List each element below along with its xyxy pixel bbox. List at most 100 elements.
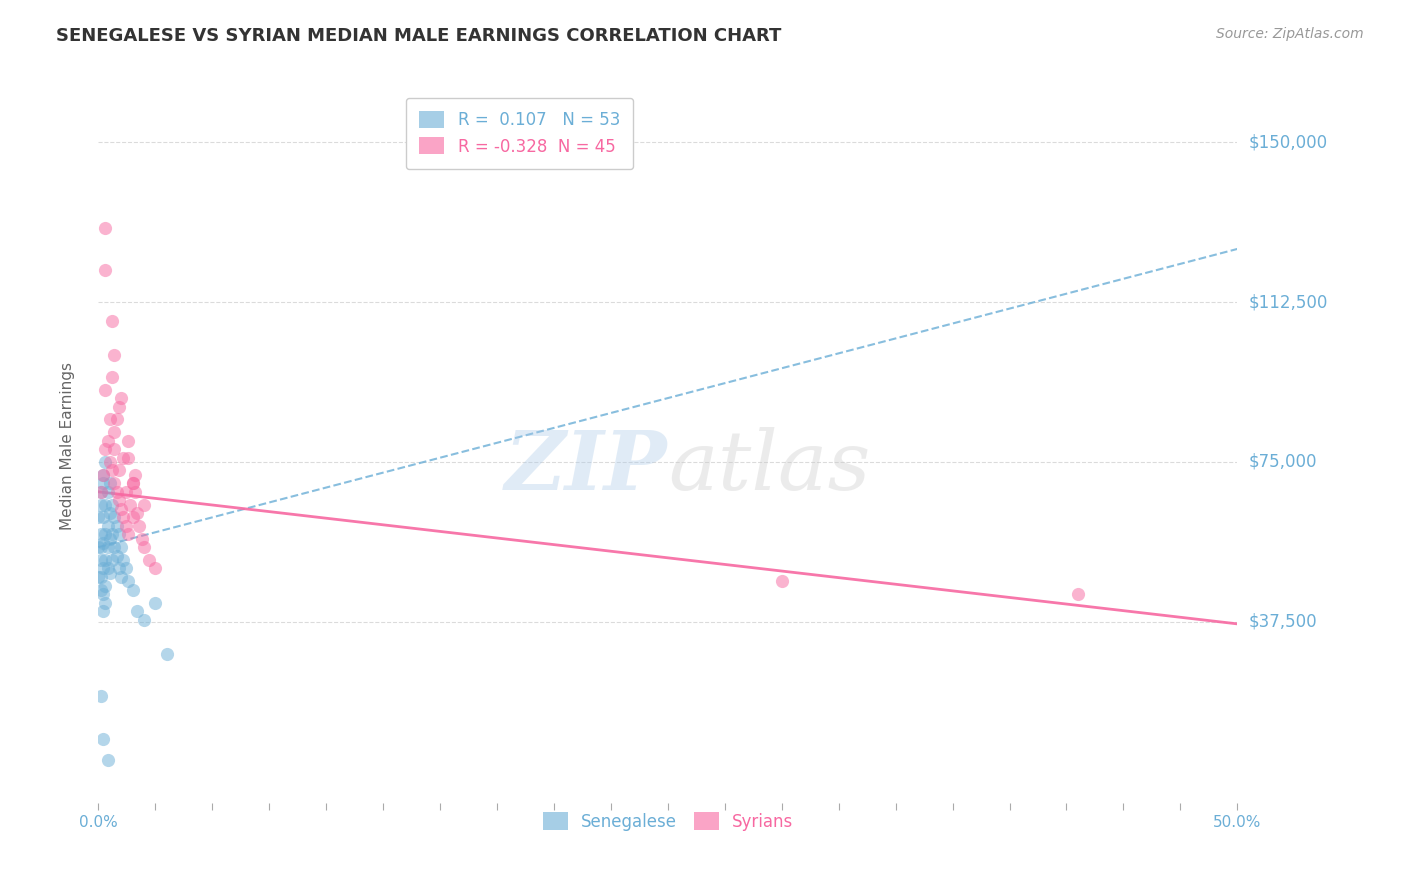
Text: atlas: atlas [668, 427, 870, 508]
Point [112, 450, 135, 465]
Point [98, 412, 121, 426]
Point [127, 506, 149, 520]
Point [145, 561, 167, 575]
Point [156, 647, 179, 661]
Point [110, 391, 132, 405]
Text: $37,500: $37,500 [1249, 613, 1317, 631]
Point [128, 519, 150, 533]
Point [91, 536, 114, 550]
Point [96, 519, 118, 533]
Point [112, 553, 135, 567]
Point [98, 455, 121, 469]
Point [120, 498, 142, 512]
Point [90, 690, 112, 704]
Point [1067, 587, 1090, 601]
Point [90, 484, 112, 499]
Point [90, 540, 112, 554]
Point [90, 498, 112, 512]
Point [103, 510, 125, 524]
Point [101, 553, 124, 567]
Point [90, 527, 112, 541]
Point [132, 613, 155, 627]
Point [105, 519, 128, 533]
Point [94, 383, 117, 397]
Text: $112,500: $112,500 [1249, 293, 1327, 311]
Point [121, 476, 143, 491]
Point [103, 442, 125, 457]
Point [121, 582, 143, 597]
Point [108, 561, 131, 575]
Point [94, 527, 117, 541]
Point [124, 467, 146, 482]
Point [98, 506, 121, 520]
Point [98, 476, 121, 491]
Text: $75,000: $75,000 [1249, 453, 1317, 471]
Text: Source: ZipAtlas.com: Source: ZipAtlas.com [1216, 27, 1364, 41]
Text: ZIP: ZIP [505, 427, 668, 508]
Point [114, 519, 136, 533]
Point [91, 510, 114, 524]
Point [117, 574, 139, 589]
Point [101, 498, 124, 512]
Point [108, 400, 131, 414]
Point [96, 540, 118, 554]
Point [124, 484, 146, 499]
Point [110, 501, 132, 516]
Point [98, 566, 121, 580]
Point [101, 314, 124, 328]
Point [121, 476, 143, 491]
Point [105, 549, 128, 563]
Point [145, 596, 167, 610]
Point [105, 484, 128, 499]
Point [87, 570, 110, 584]
Point [96, 484, 118, 499]
Point [114, 484, 136, 499]
Point [94, 442, 117, 457]
Point [127, 604, 149, 618]
Point [96, 753, 118, 767]
Point [103, 425, 125, 439]
Point [108, 463, 131, 477]
Legend: Senegalese, Syrians: Senegalese, Syrians [536, 805, 800, 838]
Point [96, 561, 118, 575]
Point [91, 467, 114, 482]
Point [132, 540, 155, 554]
Point [132, 498, 155, 512]
Text: SENEGALESE VS SYRIAN MEDIAN MALE EARNINGS CORRELATION CHART: SENEGALESE VS SYRIAN MEDIAN MALE EARNING… [56, 27, 782, 45]
Point [112, 510, 135, 524]
Point [94, 596, 117, 610]
Point [94, 220, 117, 235]
Point [110, 570, 132, 584]
Point [101, 527, 124, 541]
Point [114, 561, 136, 575]
Point [91, 561, 114, 575]
Point [138, 553, 160, 567]
Y-axis label: Median Male Earnings: Median Male Earnings [60, 362, 75, 530]
Point [131, 532, 153, 546]
Point [87, 540, 110, 554]
Point [90, 553, 112, 567]
Point [110, 540, 132, 554]
Point [90, 582, 112, 597]
Point [90, 484, 112, 499]
Point [94, 455, 117, 469]
Point [91, 604, 114, 618]
Point [94, 553, 117, 567]
Point [96, 434, 118, 448]
Point [94, 263, 117, 277]
Point [98, 532, 121, 546]
Point [117, 527, 139, 541]
Point [91, 731, 114, 746]
Point [103, 476, 125, 491]
Point [87, 510, 110, 524]
Text: $150,000: $150,000 [1249, 134, 1327, 152]
Point [94, 498, 117, 512]
Point [117, 450, 139, 465]
Point [108, 493, 131, 508]
Point [91, 467, 114, 482]
Point [94, 578, 117, 592]
Point [101, 463, 124, 477]
Point [91, 476, 114, 491]
Point [101, 369, 124, 384]
Point [103, 540, 125, 554]
